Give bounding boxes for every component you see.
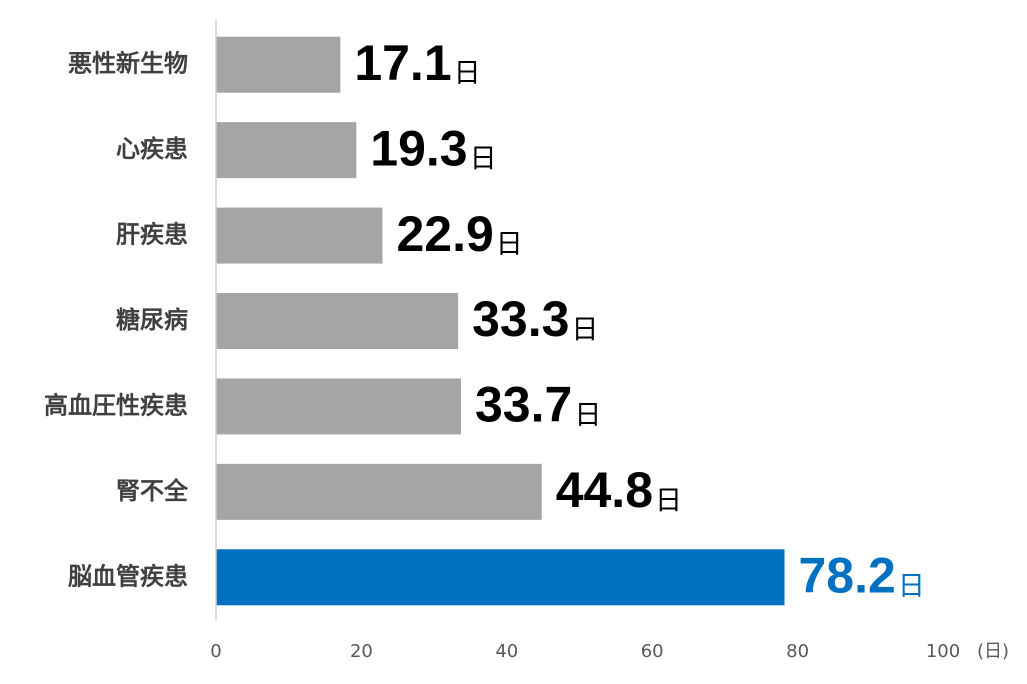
x-tick-label: 60: [641, 641, 664, 662]
x-tick-label: 100: [926, 641, 960, 662]
data-label: 44.8: [556, 462, 653, 518]
y-tick-label: 糖尿病: [116, 306, 188, 334]
bar: [216, 207, 383, 264]
y-tick-label: 悪性新生物: [68, 50, 188, 78]
data-label: 78.2: [799, 547, 896, 603]
y-tick-label: 脳血管疾患: [68, 562, 188, 590]
x-tick-label: 80: [786, 641, 809, 662]
data-label-unit: 日: [496, 229, 523, 260]
x-tick-label: 0: [210, 641, 221, 662]
data-label-unit: 日: [655, 485, 682, 516]
bar: [216, 36, 341, 93]
y-tick-label: 高血圧性疾患: [44, 391, 188, 419]
bar: [216, 122, 357, 179]
bar: [216, 463, 542, 520]
y-tick-label: 心疾患: [116, 135, 188, 163]
data-label: 22.9: [396, 206, 493, 262]
data-label: 33.7: [475, 377, 572, 433]
data-label-unit: 日: [574, 400, 601, 431]
x-axis-label: (日): [977, 641, 1009, 662]
bar: [216, 549, 785, 606]
data-label: 17.1: [354, 35, 451, 91]
data-label: 19.3: [370, 120, 467, 176]
bar: [216, 293, 459, 349]
data-label-unit: 日: [470, 144, 497, 175]
data-label-unit: 日: [571, 315, 598, 346]
y-tick-label: 肝疾患: [116, 221, 188, 249]
x-tick-label: 40: [495, 641, 518, 662]
data-label-unit: 日: [454, 58, 481, 89]
x-tick-label: 20: [350, 641, 373, 662]
data-label: 33.3: [472, 291, 569, 347]
y-tick-label: 腎不全: [116, 477, 189, 505]
data-label-unit: 日: [898, 571, 925, 602]
bar: [216, 378, 461, 435]
